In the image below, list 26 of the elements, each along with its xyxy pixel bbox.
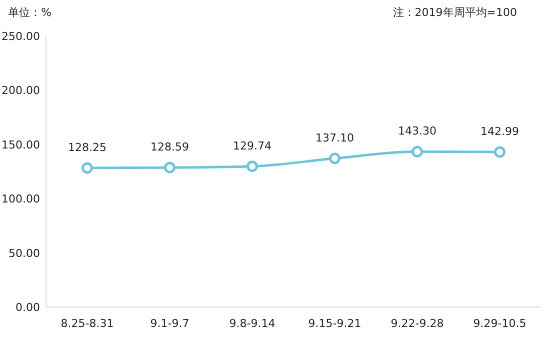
x-tick-label: 9.15-9.21 xyxy=(308,317,362,330)
data-label: 142.99 xyxy=(480,125,519,138)
data-label: 128.59 xyxy=(150,140,189,154)
y-tick-label: 150.00 xyxy=(2,138,40,152)
y-tick-label: 0.00 xyxy=(16,301,40,314)
data-label: 129.74 xyxy=(233,139,272,152)
point xyxy=(246,160,258,172)
point xyxy=(82,162,93,174)
text: 单位：% xyxy=(8,6,52,19)
point xyxy=(164,162,176,174)
x-tick-label: 8.25-8.31 xyxy=(60,317,114,330)
y-tick-label: 50.00 xyxy=(8,246,40,260)
x-tick-label: 9.8-9.14 xyxy=(229,317,276,330)
point xyxy=(412,146,423,158)
y-tick-label: 200.00 xyxy=(2,84,40,98)
x-tick-label: 9.22-9.28 xyxy=(390,317,444,330)
point xyxy=(494,146,506,158)
data-label: 137.10 xyxy=(316,131,354,144)
y-tick-label: 250.00 xyxy=(2,30,40,43)
y-tick-label: 100.00 xyxy=(2,192,40,206)
point xyxy=(329,152,340,164)
x-tick-label: 9.29-10.5 xyxy=(473,317,526,330)
data-label: 143.30 xyxy=(398,124,436,138)
text: 注：2019年周平均=100 xyxy=(392,6,517,19)
x-tick-label: 9.1-9.7 xyxy=(150,317,190,330)
data-label: 128.25 xyxy=(68,140,106,154)
